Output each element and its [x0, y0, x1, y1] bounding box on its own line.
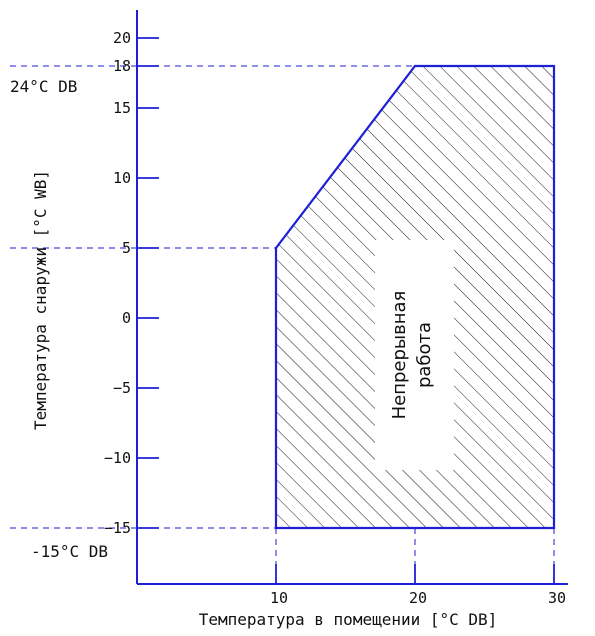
x-axis-label: Температура в помещении [°C DB]: [199, 610, 498, 629]
x-tick-label-20: 20: [409, 589, 427, 607]
region-label-line2: работа: [414, 322, 435, 388]
region-border: [274, 64, 556, 530]
y-tick-label--10: −10: [104, 449, 131, 467]
region-label-line1: Непрерывная: [389, 291, 410, 420]
labels: Температура в помещении [°C DB] Температ…: [10, 77, 497, 629]
operating-region: [274, 64, 556, 530]
y-tick-label-5: 5: [122, 239, 131, 257]
region-label: Непрерывная работа: [389, 291, 435, 420]
annotation-minus15c-db: -15°C DB: [31, 542, 108, 561]
annotation-24c-db: 24°C DB: [10, 77, 77, 96]
y-tick-label-0: 0: [122, 309, 131, 327]
y-tick-label-18: 18: [113, 57, 131, 75]
y-tick-label--15: −15: [104, 519, 131, 537]
region-label-background: [375, 240, 454, 470]
y-tick-label--5: −5: [113, 379, 131, 397]
y-tick-label-15: 15: [113, 99, 131, 117]
y-axis-label: Температура снаружи [°C WB]: [31, 170, 50, 430]
y-tick-label-10: 10: [113, 169, 131, 187]
y-tick-label-20: 20: [113, 29, 131, 47]
ticks: 20 18 15 10 5 0 −5 −10 −15 10 20 30: [104, 29, 566, 607]
axes: [136, 10, 568, 585]
x-tick-label-30: 30: [548, 589, 566, 607]
x-tick-label-10: 10: [270, 589, 288, 607]
